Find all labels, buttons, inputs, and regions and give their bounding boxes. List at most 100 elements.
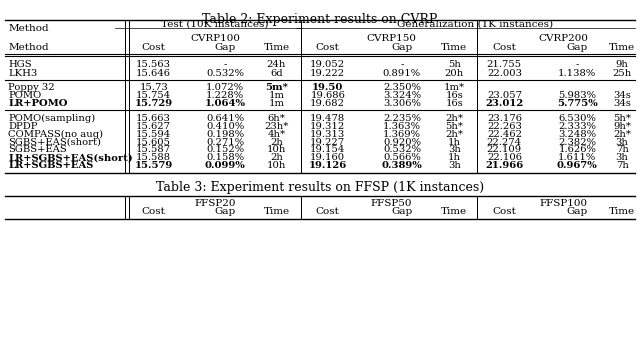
- Text: 1m: 1m: [269, 91, 285, 100]
- Text: 23.057: 23.057: [487, 91, 522, 100]
- Text: 3.248%: 3.248%: [558, 130, 596, 139]
- Text: 34s: 34s: [613, 99, 631, 108]
- Text: Table 3: Experiment results on FFSP (1K instances): Table 3: Experiment results on FFSP (1K …: [156, 181, 484, 194]
- Text: DPDP: DPDP: [8, 122, 38, 131]
- Text: 0.271%: 0.271%: [206, 138, 244, 147]
- Text: 5.983%: 5.983%: [558, 91, 596, 100]
- Text: LKH3: LKH3: [8, 69, 38, 78]
- Text: 7h: 7h: [616, 145, 628, 154]
- Text: CVRP150: CVRP150: [366, 34, 416, 43]
- Text: 3h: 3h: [616, 153, 628, 162]
- Text: Cost: Cost: [141, 43, 166, 52]
- Text: 19.160: 19.160: [310, 153, 345, 162]
- Text: Cost: Cost: [316, 208, 340, 216]
- Text: 1.369%: 1.369%: [383, 130, 421, 139]
- Text: Method: Method: [8, 43, 49, 52]
- Text: 15.646: 15.646: [136, 69, 171, 78]
- Text: 25h: 25h: [612, 69, 632, 78]
- Text: 0.641%: 0.641%: [206, 114, 244, 123]
- Text: FFSP50: FFSP50: [371, 199, 412, 208]
- Text: 5h: 5h: [448, 61, 461, 69]
- Text: 19.126: 19.126: [308, 161, 347, 170]
- Text: 1.072%: 1.072%: [206, 83, 244, 92]
- Text: 16s: 16s: [445, 99, 463, 108]
- Text: 2.333%: 2.333%: [558, 122, 596, 131]
- Text: 2h: 2h: [270, 138, 283, 147]
- Text: 9h*: 9h*: [613, 122, 631, 131]
- Text: 15.754: 15.754: [136, 91, 172, 100]
- Text: 15.587: 15.587: [136, 145, 171, 154]
- Text: 15.579: 15.579: [134, 161, 173, 170]
- Text: 3h: 3h: [448, 161, 461, 170]
- Text: 24h: 24h: [267, 61, 286, 69]
- Text: 6h*: 6h*: [268, 114, 285, 123]
- Text: 19.052: 19.052: [310, 61, 345, 69]
- Text: Gap: Gap: [566, 43, 588, 52]
- Text: 19.222: 19.222: [310, 69, 345, 78]
- Text: Cost: Cost: [492, 208, 516, 216]
- Text: 1.626%: 1.626%: [558, 145, 596, 154]
- Text: 22.263: 22.263: [487, 122, 522, 131]
- Text: FFSP100: FFSP100: [539, 199, 588, 208]
- Text: 5h*: 5h*: [445, 122, 463, 131]
- Text: Gap: Gap: [214, 43, 236, 52]
- Text: Generalization (1K instances): Generalization (1K instances): [397, 20, 553, 29]
- Text: SGBS+EAS: SGBS+EAS: [8, 145, 67, 154]
- Text: Time: Time: [609, 208, 635, 216]
- Text: 0.198%: 0.198%: [206, 130, 244, 139]
- Text: 15.588: 15.588: [136, 153, 171, 162]
- Text: Time: Time: [442, 43, 467, 52]
- Text: 1.611%: 1.611%: [558, 153, 596, 162]
- Text: 20h: 20h: [445, 69, 464, 78]
- Text: 0.920%: 0.920%: [383, 138, 421, 147]
- Text: 0.532%: 0.532%: [383, 145, 421, 154]
- Text: 15.563: 15.563: [136, 61, 171, 69]
- Text: 19.154: 19.154: [310, 145, 346, 154]
- Text: 0.152%: 0.152%: [206, 145, 244, 154]
- Text: Table 2: Experiment results on CVRP: Table 2: Experiment results on CVRP: [202, 13, 438, 26]
- Text: 0.891%: 0.891%: [383, 69, 421, 78]
- Text: 22.106: 22.106: [487, 153, 522, 162]
- Text: 1h: 1h: [448, 138, 461, 147]
- Text: 16s: 16s: [445, 91, 463, 100]
- Text: Cost: Cost: [492, 43, 516, 52]
- Text: 6.530%: 6.530%: [558, 114, 596, 123]
- Text: HGS: HGS: [8, 61, 32, 69]
- Text: 19.686: 19.686: [310, 91, 345, 100]
- Text: 0.532%: 0.532%: [206, 69, 244, 78]
- Text: 5m*: 5m*: [265, 83, 288, 92]
- Text: Time: Time: [609, 43, 635, 52]
- Text: 0.158%: 0.158%: [206, 153, 244, 162]
- Text: Gap: Gap: [391, 208, 413, 216]
- Text: Gap: Gap: [214, 208, 236, 216]
- Text: 3h: 3h: [616, 138, 628, 147]
- Text: Gap: Gap: [566, 208, 588, 216]
- Text: 1m*: 1m*: [444, 83, 465, 92]
- Text: 22.462: 22.462: [487, 130, 522, 139]
- Text: 19.478: 19.478: [310, 114, 346, 123]
- Text: 5.775%: 5.775%: [557, 99, 598, 108]
- Text: -: -: [400, 61, 404, 69]
- Text: 19.313: 19.313: [310, 130, 346, 139]
- Text: 7h: 7h: [616, 161, 628, 170]
- Text: 15.73: 15.73: [140, 83, 168, 92]
- Text: Test (10K instances): Test (10K instances): [161, 20, 269, 29]
- Text: 3.324%: 3.324%: [383, 91, 421, 100]
- Text: Time: Time: [264, 208, 289, 216]
- Text: 15.627: 15.627: [136, 122, 171, 131]
- Text: 2.382%: 2.382%: [558, 138, 596, 147]
- Text: CVRP100: CVRP100: [190, 34, 240, 43]
- Text: 15.663: 15.663: [136, 114, 171, 123]
- Text: LR+SGBS+EAS(short): LR+SGBS+EAS(short): [8, 153, 133, 162]
- Text: 1.228%: 1.228%: [206, 91, 244, 100]
- Text: Cost: Cost: [141, 208, 166, 216]
- Text: 2h*: 2h*: [445, 114, 463, 123]
- Text: FFSP20: FFSP20: [195, 199, 236, 208]
- Text: Cost: Cost: [316, 43, 340, 52]
- Text: 0.410%: 0.410%: [206, 122, 244, 131]
- Text: 1.363%: 1.363%: [383, 122, 421, 131]
- Text: 22.274: 22.274: [487, 138, 522, 147]
- Text: Gap: Gap: [391, 43, 413, 52]
- Text: SGBS+EAS(short): SGBS+EAS(short): [8, 138, 101, 147]
- Text: 34s: 34s: [613, 91, 631, 100]
